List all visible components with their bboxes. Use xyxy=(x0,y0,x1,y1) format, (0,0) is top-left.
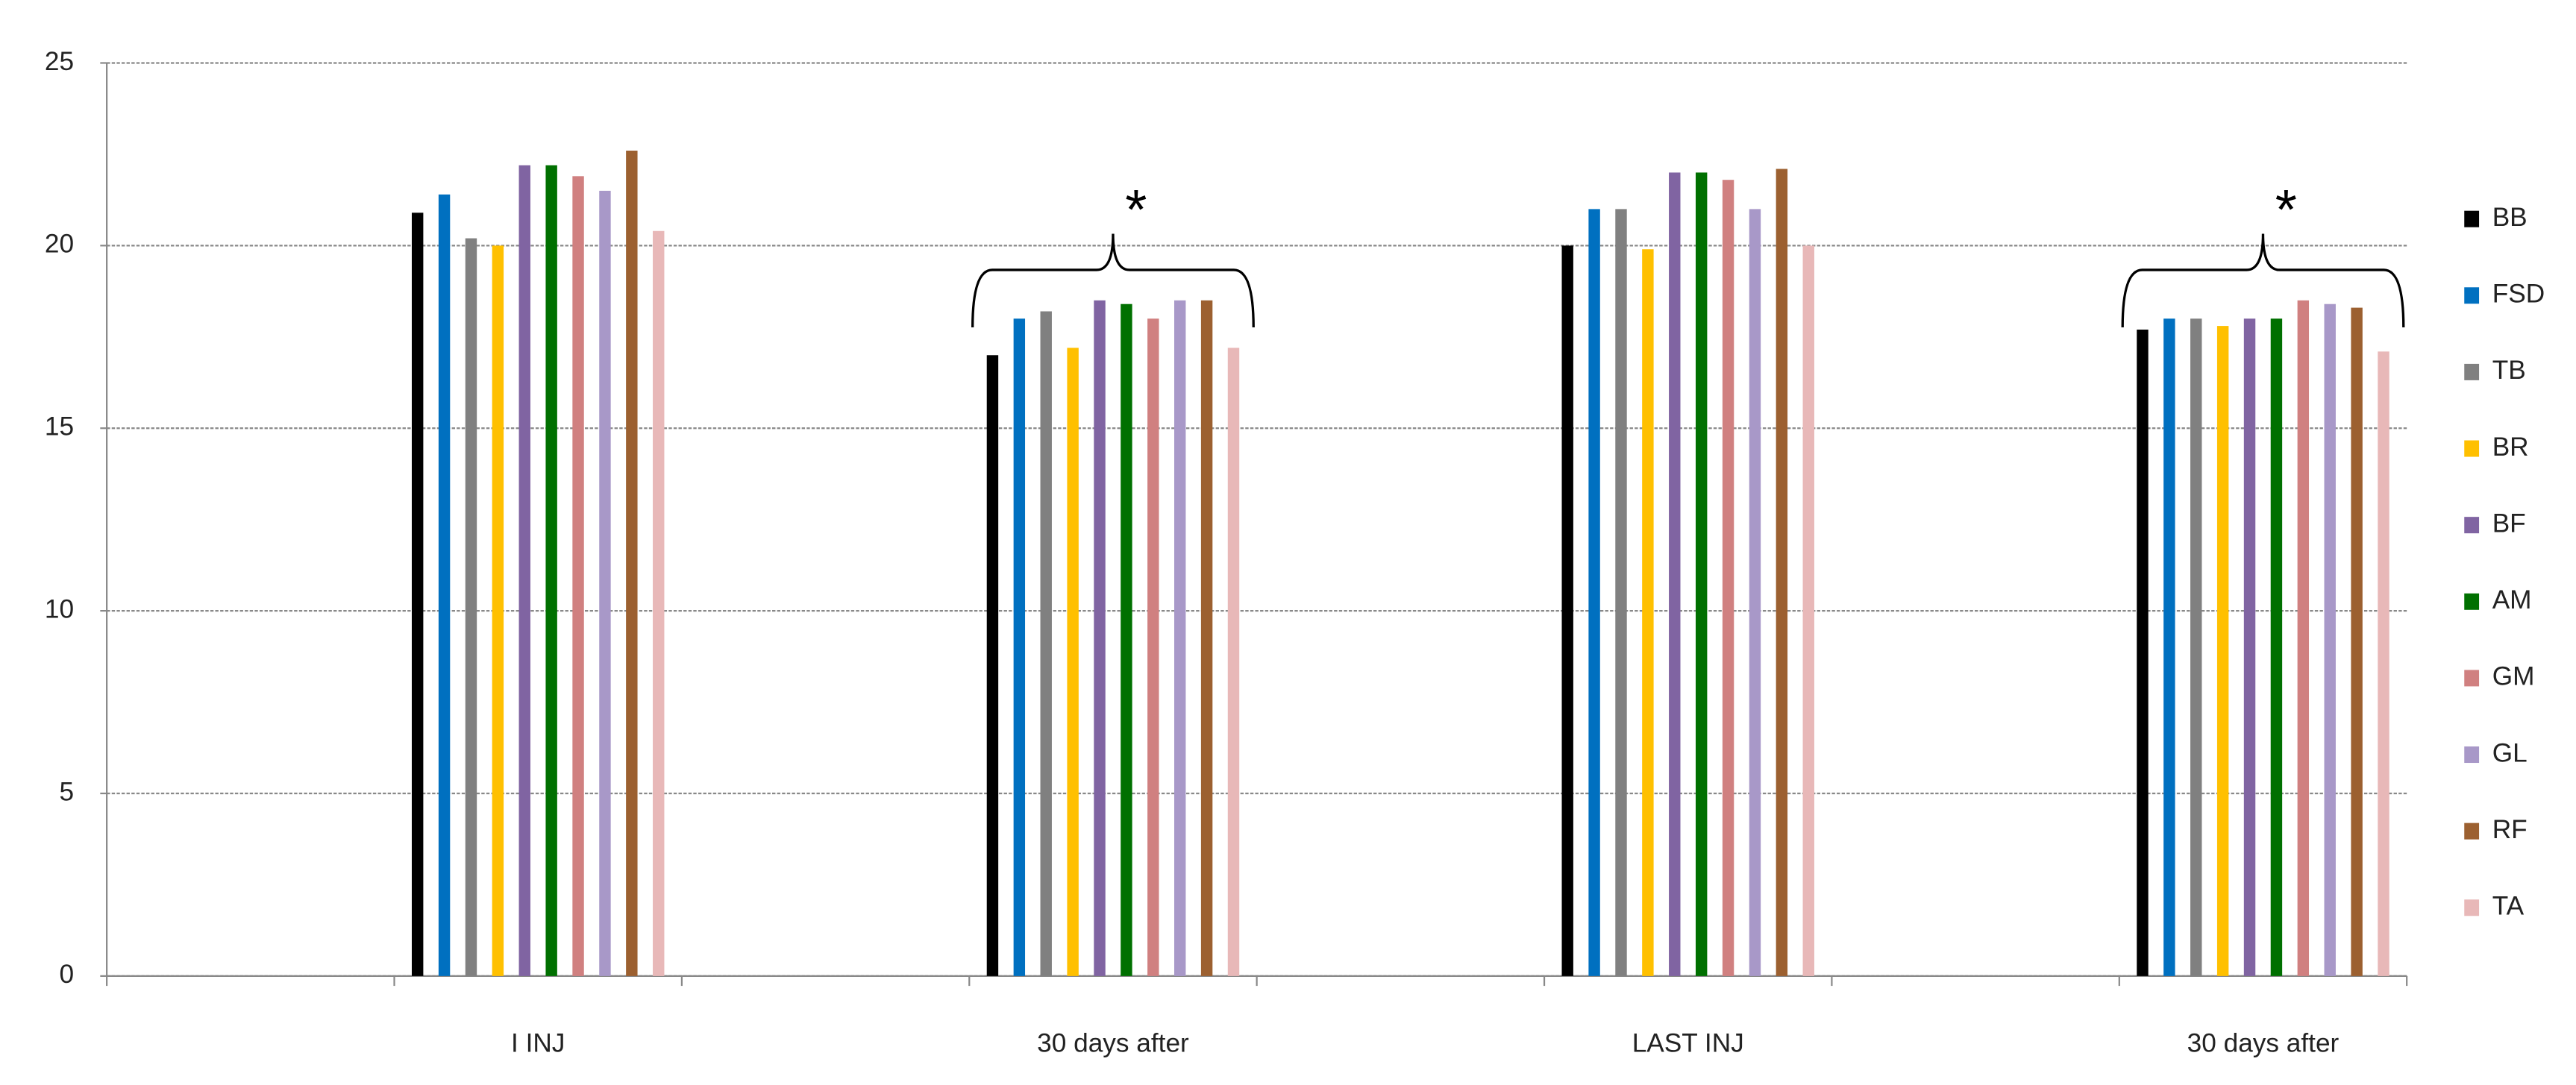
bar xyxy=(1642,249,1654,976)
legend-swatch xyxy=(2464,287,2480,304)
bar xyxy=(1173,300,1186,976)
legend-label: RF xyxy=(2492,815,2528,844)
bar xyxy=(438,194,451,976)
legend-label: TA xyxy=(2492,892,2525,921)
bar xyxy=(1695,172,1708,976)
bar xyxy=(1669,172,1681,976)
bar xyxy=(653,230,665,976)
bar xyxy=(2190,318,2202,976)
annotation: * xyxy=(1125,178,1147,241)
y-tick-label: 20 xyxy=(45,230,74,259)
bar xyxy=(2216,326,2229,976)
bar xyxy=(2163,318,2175,976)
legend-label: AM xyxy=(2492,585,2532,614)
legend-label: TB xyxy=(2492,356,2526,385)
bar xyxy=(2243,318,2256,976)
bar xyxy=(626,151,638,976)
legend-swatch xyxy=(2464,670,2480,687)
y-tick-label: 5 xyxy=(60,777,75,806)
bar xyxy=(465,238,477,976)
bar xyxy=(2351,307,2363,976)
bar xyxy=(1013,318,1026,976)
bar xyxy=(2270,318,2283,976)
brace xyxy=(971,233,1255,328)
legend-label: GM xyxy=(2492,662,2535,691)
legend-swatch xyxy=(2464,899,2480,916)
bar xyxy=(572,176,584,976)
legend-swatch xyxy=(2464,210,2480,227)
y-tick-label: 10 xyxy=(45,594,74,623)
legend-label: BR xyxy=(2492,433,2529,462)
bar xyxy=(2324,304,2336,976)
y-tick-label: 15 xyxy=(45,412,74,441)
bar xyxy=(1147,318,1159,976)
x-tick-label: 30 days after xyxy=(2187,1029,2340,1058)
bar xyxy=(1040,311,1052,976)
bar xyxy=(1722,180,1734,976)
x-tick-label: LAST INJ xyxy=(1632,1029,1744,1058)
bar xyxy=(1802,245,1814,976)
bar xyxy=(599,190,611,976)
bar xyxy=(1749,209,1761,976)
y-tick-label: 25 xyxy=(45,47,74,76)
brace xyxy=(2121,233,2405,328)
bar xyxy=(545,165,557,976)
legend-swatch xyxy=(2464,593,2480,610)
bar xyxy=(2137,329,2149,976)
bar xyxy=(2297,300,2310,976)
bar xyxy=(1615,209,1627,976)
legend-label: BB xyxy=(2492,203,2528,232)
bar xyxy=(1200,300,1213,976)
legend-swatch xyxy=(2464,823,2480,840)
bar xyxy=(1561,245,1573,976)
bar xyxy=(518,165,530,976)
bar xyxy=(986,355,999,976)
legend-label: FSD xyxy=(2492,280,2545,309)
legend-swatch xyxy=(2464,517,2480,534)
legend-swatch xyxy=(2464,746,2480,764)
bar xyxy=(492,245,504,976)
annotation: * xyxy=(2275,178,2297,241)
bar xyxy=(1776,169,1788,976)
bar xyxy=(1121,304,1132,976)
bar xyxy=(1094,300,1106,976)
bar xyxy=(1067,347,1079,976)
y-tick-label: 0 xyxy=(60,960,75,989)
legend-swatch xyxy=(2464,363,2480,380)
legend-swatch xyxy=(2464,440,2480,457)
x-tick-label: 30 days after xyxy=(1037,1029,1189,1058)
bar xyxy=(1588,209,1600,976)
bar xyxy=(1227,347,1240,976)
bar xyxy=(2378,351,2389,976)
legend-label: GL xyxy=(2492,738,2528,767)
bar xyxy=(411,213,424,976)
legend-label: BF xyxy=(2492,509,2526,538)
x-tick-label: I INJ xyxy=(511,1029,565,1058)
